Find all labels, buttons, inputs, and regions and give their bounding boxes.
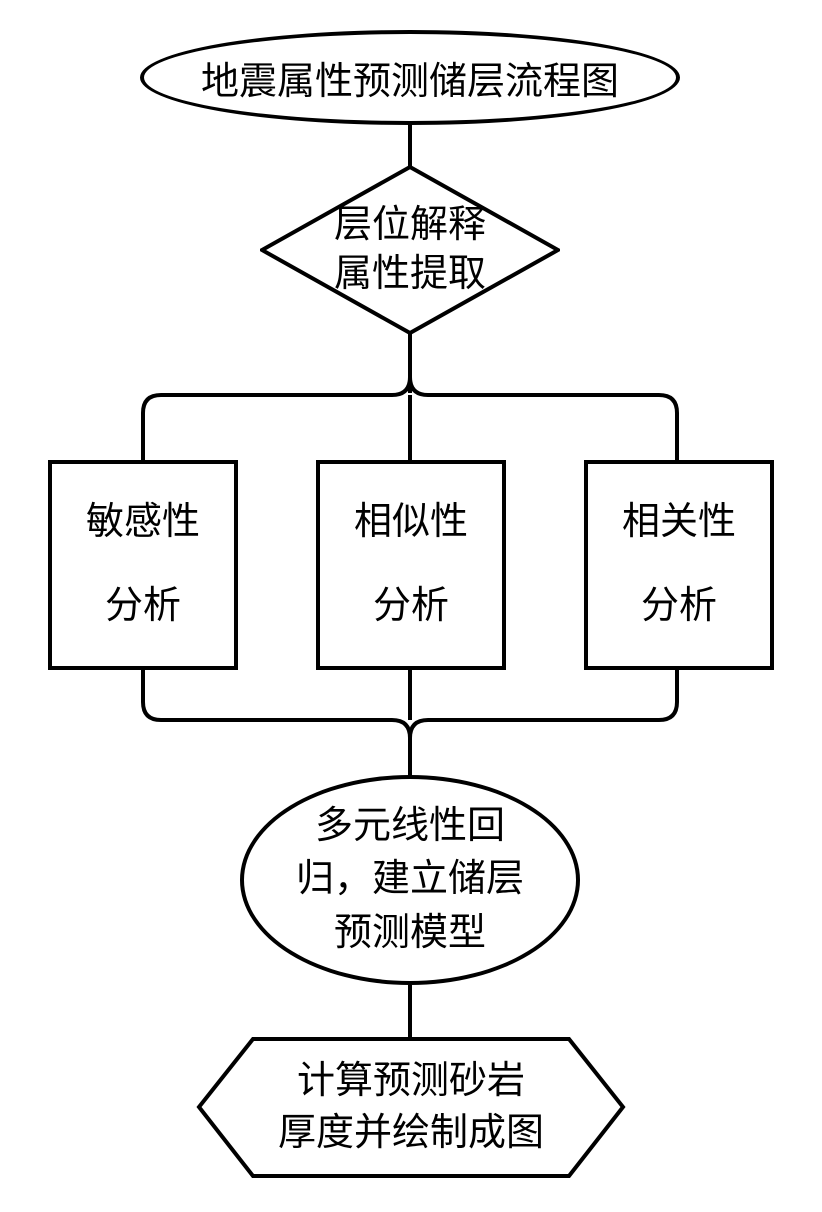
output-line2: 厚度并绘制成图 (278, 1108, 544, 1159)
extraction-line2: 属性提取 (334, 250, 486, 299)
extraction-text: 层位解释 属性提取 (334, 201, 486, 300)
regression-text: 多元线性回 归，建立储层 预测模型 (296, 800, 524, 960)
sensitivity-line2: 分析 (86, 565, 200, 649)
similarity-line1: 相似性 (354, 481, 468, 565)
correlation-line1: 相关性 (622, 481, 736, 565)
output-line1: 计算预测砂岩 (278, 1056, 544, 1107)
similarity-line2: 分析 (354, 565, 468, 649)
flowchart-title-node: 地震属性预测储层流程图 (140, 30, 680, 125)
flowchart-container: 地震属性预测储层流程图 层位解释 属性提取 敏感性 分析 相似性 (0, 0, 822, 1212)
correlation-text: 相关性 分析 (622, 481, 736, 648)
flowchart-correlation-node: 相关性 分析 (584, 460, 774, 670)
flowchart-sensitivity-node: 敏感性 分析 (48, 460, 238, 670)
sensitivity-text: 敏感性 分析 (86, 481, 200, 648)
correlation-line2: 分析 (622, 565, 736, 649)
flowchart-title-text: 地震属性预测储层流程图 (201, 50, 619, 105)
regression-line3: 预测模型 (296, 907, 524, 960)
connector-merge (40, 670, 782, 780)
flowchart-extraction-node: 层位解释 属性提取 (260, 165, 560, 335)
connector-fork (40, 333, 782, 463)
regression-line2: 归，建立储层 (296, 853, 524, 906)
similarity-text: 相似性 分析 (354, 481, 468, 648)
connector-title-to-diamond (406, 125, 414, 169)
connector-regression-to-output (406, 985, 414, 1037)
regression-line1: 多元线性回 (296, 800, 524, 853)
output-text: 计算预测砂岩 厚度并绘制成图 (278, 1056, 544, 1159)
extraction-line1: 层位解释 (334, 201, 486, 250)
sensitivity-line1: 敏感性 (86, 481, 200, 565)
flowchart-similarity-node: 相似性 分析 (316, 460, 506, 670)
flowchart-output-node: 计算预测砂岩 厚度并绘制成图 (195, 1035, 627, 1180)
flowchart-regression-node: 多元线性回 归，建立储层 预测模型 (240, 775, 580, 985)
